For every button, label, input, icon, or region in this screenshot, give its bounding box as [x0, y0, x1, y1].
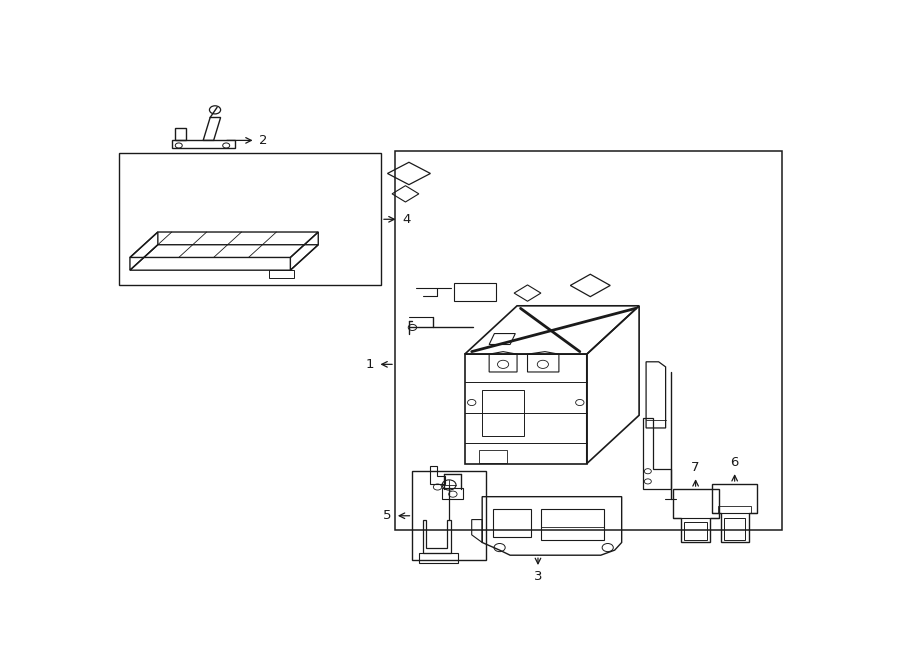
Bar	[419, 553, 458, 563]
Text: 4: 4	[402, 213, 410, 226]
Text: 2: 2	[259, 134, 267, 147]
Text: 6: 6	[731, 455, 739, 469]
Text: 5: 5	[383, 509, 392, 522]
Text: 1: 1	[365, 358, 374, 371]
Bar	[120, 153, 381, 286]
Bar	[442, 488, 464, 499]
Bar	[479, 450, 507, 463]
Bar	[454, 283, 496, 301]
Bar	[482, 390, 524, 436]
Bar	[492, 510, 531, 537]
Bar	[684, 522, 706, 540]
Bar	[724, 518, 745, 540]
Bar	[542, 510, 604, 540]
Text: 3: 3	[534, 570, 542, 584]
Bar	[395, 151, 782, 529]
Bar	[718, 506, 752, 513]
Text: 7: 7	[691, 461, 700, 474]
Bar	[412, 471, 486, 561]
